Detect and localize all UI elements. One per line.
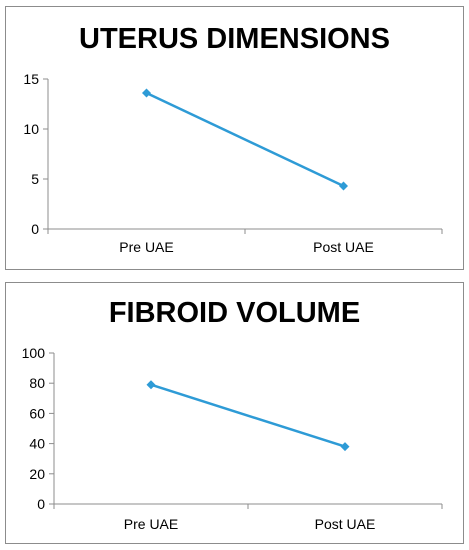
fibroid-volume-chart: FIBROID VOLUME 0 20 40 60 80 100 Pre UAE Post U… <box>5 282 464 544</box>
chart-title: FIBROID VOLUME <box>108 297 361 329</box>
uterus-dimensions-plot: 0 5 10 15 Pre UAE Post UAE <box>23 71 443 255</box>
x-tick-label: Post UAE <box>315 516 376 532</box>
y-tick-label: 5 <box>31 171 39 187</box>
y-tick-label: 100 <box>22 345 46 361</box>
y-tick-label: 0 <box>31 221 39 237</box>
y-tick-label: 15 <box>23 71 39 87</box>
y-tick-label: 0 <box>37 496 45 512</box>
x-tick-label: Post UAE <box>313 239 374 255</box>
y-tick-label: 60 <box>29 405 45 421</box>
data-point-marker <box>340 442 350 452</box>
data-point-marker <box>339 181 348 191</box>
x-tick-label: Pre UAE <box>124 516 178 532</box>
fibroid-volume-plot: 0 20 40 60 80 100 Pre UAE Post UAE <box>22 345 443 532</box>
y-tick-label: 20 <box>29 466 45 482</box>
series-line <box>150 383 346 448</box>
y-tick-label: 40 <box>29 436 45 452</box>
data-point-marker <box>142 88 151 98</box>
uterus-dimensions-chart: UTERUS DIMENSIONS 0 5 10 15 Pre UAE Post UAE <box>5 6 464 270</box>
chart-title: UTERUS DIMENSIONS <box>79 23 390 55</box>
x-tick-label: Pre UAE <box>119 239 173 255</box>
y-tick-label: 10 <box>23 121 39 137</box>
series-line <box>145 91 345 188</box>
data-point-marker <box>146 380 156 390</box>
y-tick-label: 80 <box>29 375 45 391</box>
